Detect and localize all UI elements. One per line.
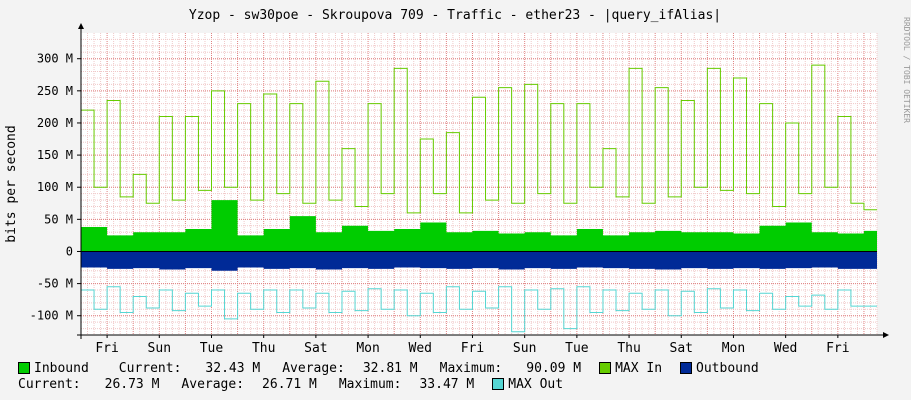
- inbound-maximum-value: 90.09 M: [526, 360, 582, 376]
- legend-row-inbound: Inbound Current: 32.43 M Average: 32.81 …: [18, 360, 759, 376]
- x-tick-label: Mon: [722, 341, 745, 356]
- legend-inbound-label: Inbound: [34, 360, 89, 376]
- y-tick-label: 0: [66, 244, 73, 258]
- x-tick-label: Tue: [565, 341, 589, 356]
- inbound-average-label: Average:: [282, 360, 345, 376]
- x-tick-label: Thu: [252, 341, 275, 356]
- y-tick-label: 100 M: [37, 180, 73, 194]
- x-tick-label: Sat: [304, 341, 327, 356]
- max-in-swatch: [599, 362, 612, 374]
- inbound-current-label: Current:: [118, 360, 182, 376]
- x-tick-label: Wed: [409, 341, 432, 356]
- x-axis-arrow: [883, 332, 889, 338]
- y-tick-label: -100 M: [30, 309, 73, 323]
- x-tick-label: Mon: [356, 341, 379, 356]
- y-tick-label: 250 M: [37, 84, 73, 98]
- outbound-maximum-value: 33.47 M: [419, 376, 475, 392]
- x-tick-label: Sun: [513, 341, 536, 356]
- x-tick-label: Fri: [461, 341, 484, 356]
- outbound-swatch: [680, 362, 693, 374]
- outbound-maximum-label: Maximum:: [338, 376, 402, 392]
- y-tick-label: 50 M: [44, 212, 73, 226]
- x-tick-label: Fri: [826, 341, 849, 356]
- inbound-average-value: 32.81 M: [362, 360, 418, 376]
- inbound-swatch: [18, 362, 30, 374]
- inbound-current-value: 32.43 M: [205, 360, 261, 376]
- max-out-swatch: [492, 378, 505, 390]
- series-max-in-line: [81, 64, 877, 214]
- legend-max-out-label: MAX Out: [508, 376, 564, 392]
- x-tick-label: Fri: [95, 341, 118, 356]
- outbound-current-value: 26.73 M: [104, 376, 160, 392]
- legend-outbound-label: Outbound: [696, 360, 759, 376]
- x-tick-label: Tue: [200, 341, 224, 356]
- series-outbound-area: [81, 251, 877, 271]
- y-tick-label: 150 M: [37, 148, 73, 162]
- outbound-average-label: Average:: [181, 376, 245, 392]
- x-tick-label: Sun: [148, 341, 171, 356]
- chart-title: Yzop - sw30poe - Skroupova 709 - Traffic…: [189, 8, 721, 23]
- legend-max-in-label: MAX In: [615, 360, 663, 376]
- rrdtool-watermark: RRDTOOL / TOBI OETIKER: [902, 17, 911, 123]
- outbound-average-value: 26.71 M: [262, 376, 317, 392]
- x-tick-label: Wed: [774, 341, 797, 356]
- x-tick-label: Sat: [670, 341, 693, 356]
- y-axis-label: bits per second: [4, 125, 19, 242]
- legend-row-outbound: Current: 26.73 M Average: 26.71 M Maximu…: [18, 376, 563, 392]
- series-max-out-line: [81, 286, 877, 333]
- series-inbound-area: [81, 200, 877, 252]
- y-tick-label: -50 M: [37, 277, 73, 291]
- y-tick-label: 300 M: [37, 52, 73, 66]
- outbound-current-label: Current:: [18, 376, 81, 392]
- y-axis-arrow: [78, 23, 84, 29]
- inbound-maximum-label: Maximum:: [439, 360, 503, 376]
- x-tick-label: Thu: [617, 341, 640, 356]
- y-tick-label: 200 M: [37, 116, 73, 130]
